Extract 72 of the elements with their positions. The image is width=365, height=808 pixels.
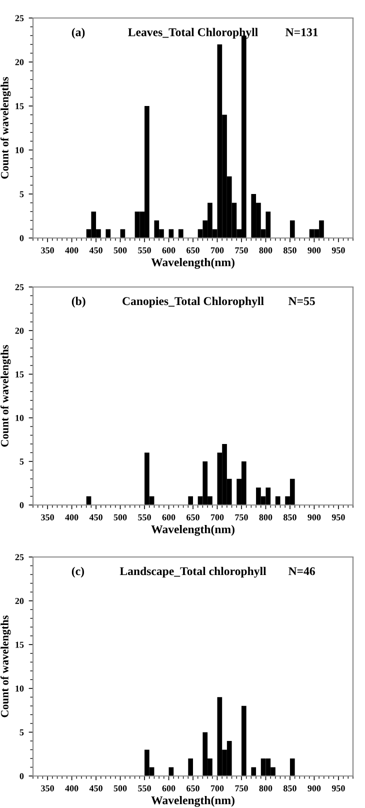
- x-tick-label: 550: [138, 514, 151, 520]
- x-tick-label: 850: [284, 247, 296, 254]
- y-tick-label: 5: [20, 729, 24, 736]
- y-tick-label: 10: [16, 414, 24, 422]
- y-tick-label: 0: [20, 773, 24, 780]
- annotation: N=55: [288, 297, 315, 306]
- y-axis-title: Count of wavelengths: [0, 77, 11, 179]
- x-tick-label: 750: [235, 785, 248, 792]
- x-tick-label: 700: [210, 247, 224, 254]
- y-tick-label: 15: [16, 103, 24, 110]
- x-tick-label: 600: [162, 247, 176, 254]
- y-tick-label: 0: [20, 502, 24, 508]
- x-tick-label: 600: [162, 785, 176, 792]
- x-tick-label: 700: [210, 514, 224, 520]
- x-tick-label: 750: [235, 247, 248, 254]
- annotation: N=46: [288, 567, 315, 576]
- y-axis-title: Count of wavelengths: [0, 345, 11, 447]
- x-axis-title: Wavelength(nm): [151, 796, 234, 807]
- x-tick-label: 500: [114, 514, 127, 520]
- x-tick-label: 450: [89, 514, 102, 520]
- x-axis-title: Wavelength(nm): [151, 258, 234, 269]
- y-axis-title: Count of wavelengths: [0, 616, 11, 718]
- x-tick-label: 450: [89, 785, 102, 792]
- y-tick-label: 25: [15, 554, 24, 560]
- x-tick-label: 950: [332, 785, 345, 792]
- x-tick-label: 750: [235, 514, 248, 520]
- x-tick-label: 350: [41, 785, 54, 792]
- x-tick-label: 950: [332, 247, 345, 254]
- annotation: N=131: [286, 28, 318, 36]
- x-tick-label: 500: [114, 247, 127, 254]
- x-tick-label: 800: [259, 247, 272, 254]
- x-tick-label: 350: [41, 247, 54, 254]
- y-tick-label: 10: [16, 686, 24, 692]
- x-tick-label: 700: [210, 785, 224, 792]
- y-tick-label: 20: [15, 59, 24, 66]
- y-tick-label: 25: [15, 284, 24, 290]
- x-tick-label: 900: [308, 785, 321, 792]
- y-tick-label: 10: [16, 147, 24, 154]
- x-axis-title: Wavelength(nm): [151, 524, 234, 536]
- x-tick-label: 800: [259, 514, 272, 520]
- x-tick-label: 550: [138, 247, 151, 254]
- y-tick-label: 25: [15, 15, 24, 22]
- x-tick-label: 850: [284, 785, 296, 792]
- x-tick-label: 900: [308, 247, 321, 254]
- x-tick-label: 550: [138, 785, 151, 792]
- x-tick-label: 800: [259, 785, 272, 792]
- annotation: (a): [72, 28, 85, 39]
- x-tick-label: 600: [162, 514, 176, 520]
- x-tick-label: 450: [89, 247, 102, 254]
- x-tick-label: 650: [186, 247, 200, 254]
- x-tick-label: 850: [284, 514, 296, 520]
- annotation: (c): [72, 566, 84, 578]
- x-tick-label: 350: [41, 514, 54, 520]
- y-tick-label: 5: [20, 191, 24, 198]
- x-tick-label: 900: [308, 514, 321, 520]
- y-tick-label: 5: [20, 458, 24, 465]
- text: Landscape_Total chlorophyll: [120, 566, 266, 578]
- y-tick-label: 15: [16, 371, 24, 378]
- text: Canopies_Total Chlorophyll: [122, 296, 264, 308]
- y-tick-label: 20: [15, 598, 24, 604]
- x-tick-label: 400: [65, 785, 78, 792]
- x-tick-label: 400: [65, 514, 78, 520]
- x-tick-label: 650: [186, 514, 200, 520]
- y-tick-label: 20: [15, 328, 24, 334]
- text: Leaves_Total Chlorophyll: [128, 28, 258, 39]
- annotation: (b): [72, 296, 86, 308]
- y-tick-label: 15: [16, 642, 24, 648]
- x-tick-label: 500: [114, 785, 127, 792]
- y-tick-label: 0: [20, 235, 24, 242]
- x-tick-label: 950: [332, 514, 345, 520]
- x-tick-label: 650: [186, 785, 200, 792]
- x-tick-label: 400: [65, 247, 78, 254]
